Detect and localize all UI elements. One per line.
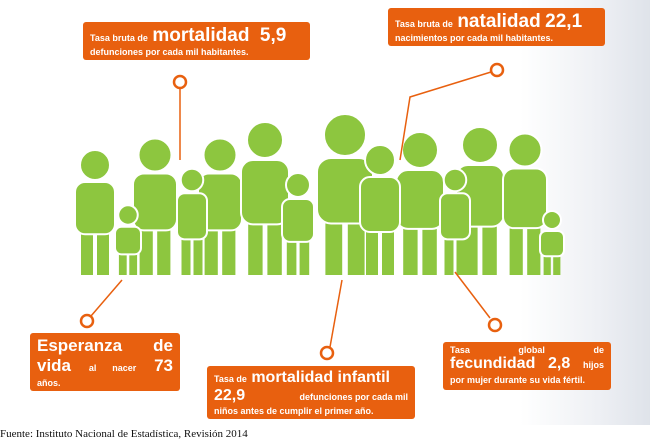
figure-head [442, 167, 468, 193]
figure-body [74, 181, 116, 236]
figure-body [395, 169, 445, 230]
figure-legs [509, 222, 541, 275]
figure-legs [181, 235, 203, 275]
figure-head [542, 210, 562, 230]
source-caption: Fuente: Instituto Nacional de Estadístic… [0, 428, 248, 440]
figure-legs [118, 251, 138, 275]
fertility-rate-box: Tasa global de fecundidad 2,8 hijos por mu… [443, 342, 611, 391]
connector-dot [319, 345, 335, 361]
figure-legs [403, 223, 437, 275]
infant-mortality-box: Tasa de mortalidad infantil 22,9 defunci… [207, 366, 415, 420]
figure-head [323, 113, 367, 157]
figure-body [539, 230, 565, 258]
connector-circles [79, 62, 505, 361]
figure-head [117, 204, 139, 226]
figure-head [461, 126, 499, 164]
connectors [90, 71, 492, 348]
figure-legs [81, 229, 109, 275]
connector-dot [79, 313, 95, 329]
figure-head [507, 132, 543, 168]
family-figures [74, 113, 565, 275]
figure-head [137, 137, 173, 173]
figure-body [132, 172, 178, 232]
figure-head [246, 121, 284, 159]
figure-legs [325, 217, 365, 275]
figure-legs [286, 238, 310, 275]
figure-legs [463, 221, 497, 275]
connector-dot [489, 62, 505, 78]
figure-body [359, 176, 401, 233]
figure-body [114, 225, 142, 256]
figure-head [285, 172, 311, 198]
figure-body [502, 167, 548, 230]
figure-body [176, 192, 208, 241]
figure-legs [248, 218, 282, 275]
figure-body [439, 192, 471, 241]
mortality-rate-box: Tasa bruta de mortalidad 5,9 defunciones… [83, 22, 310, 61]
figure-legs [366, 227, 394, 275]
figure-legs [543, 254, 561, 275]
figure-head [401, 131, 439, 169]
figure-head [179, 167, 205, 193]
figure-head [79, 149, 111, 181]
figure-head [364, 144, 396, 176]
figure-body [281, 198, 315, 243]
figure-legs [139, 225, 171, 275]
figure-head [202, 137, 238, 173]
figure-legs [204, 225, 236, 275]
life-expectancy-box: Esperanza de vida al nacer 73 años. [30, 333, 180, 392]
connector-dot [172, 74, 188, 90]
connector-dot [487, 317, 503, 333]
family-illustration [74, 62, 565, 361]
figure-legs [444, 235, 466, 275]
birth-rate-box: Tasa bruta de natalidad 22,1 nacimientos… [388, 8, 605, 47]
